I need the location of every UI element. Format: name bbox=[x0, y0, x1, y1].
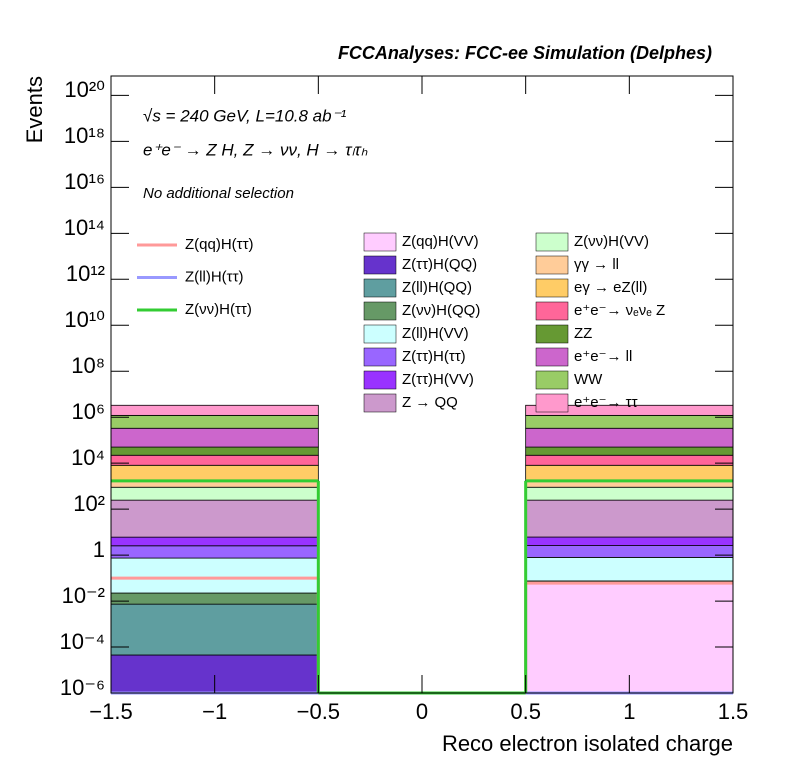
y-tick-label: 10¹⁸ bbox=[64, 123, 105, 148]
stack-bar bbox=[525, 454, 734, 466]
stack-bar bbox=[110, 486, 319, 501]
stack-bar bbox=[525, 486, 734, 501]
stack-bar bbox=[525, 536, 734, 546]
legend-label: Z(ll)H(QQ) bbox=[402, 279, 472, 296]
legend-label: Z → QQ bbox=[402, 394, 458, 411]
legend-swatch bbox=[363, 370, 397, 390]
legend-swatch bbox=[535, 232, 569, 252]
annotation: √s = 240 GeV, L=10.8 ab⁻¹ bbox=[143, 106, 347, 125]
legend-swatch bbox=[363, 255, 397, 275]
y-tick-label: 10¹⁰ bbox=[64, 307, 105, 332]
legend-swatch bbox=[363, 347, 397, 367]
stack-bar bbox=[525, 545, 734, 558]
y-tick-label: 1 bbox=[93, 537, 105, 562]
y-tick-label: 10⁻² bbox=[62, 583, 105, 608]
x-axis-label: Reco electron isolated charge bbox=[442, 731, 733, 756]
stack-bar bbox=[525, 464, 734, 481]
x-tick-label: 1.5 bbox=[718, 699, 749, 724]
stack-bar bbox=[525, 414, 734, 429]
annotation: No additional selection bbox=[143, 185, 294, 202]
legend-swatch bbox=[363, 324, 397, 344]
x-tick-label: 1 bbox=[623, 699, 635, 724]
y-tick-label: 10¹⁶ bbox=[64, 169, 105, 194]
y-tick-label: 10⁶ bbox=[71, 399, 105, 424]
chart-title: FCCAnalyses: FCC-ee Simulation (Delphes) bbox=[338, 43, 712, 63]
legend-swatch bbox=[363, 301, 397, 321]
stack-bar bbox=[110, 545, 319, 559]
legend-label: e⁺e⁻→ νₑνₑ Z bbox=[574, 302, 665, 319]
legend-label: γγ → ll bbox=[574, 256, 619, 273]
legend-swatch bbox=[535, 370, 569, 390]
legend-label: WW bbox=[574, 371, 603, 388]
legend-swatch bbox=[363, 232, 397, 252]
legend-swatch bbox=[535, 278, 569, 298]
x-tick-label: −0.5 bbox=[297, 699, 340, 724]
y-tick-label: 10²⁰ bbox=[64, 77, 105, 102]
stack-bar bbox=[110, 446, 319, 456]
legend-label: Z(ττ)H(VV) bbox=[402, 371, 474, 388]
legend-swatch bbox=[535, 301, 569, 321]
legend-label: Z(ττ)H(QQ) bbox=[402, 256, 477, 273]
y-tick-label: 10² bbox=[73, 491, 105, 516]
legend-label: e⁺e⁻→ ττ bbox=[574, 394, 638, 411]
legend-label: Z(νν)H(VV) bbox=[574, 233, 649, 250]
y-tick-label: 10¹⁴ bbox=[64, 215, 105, 240]
legend-swatch bbox=[535, 393, 569, 413]
x-tick-label: 0.5 bbox=[510, 699, 541, 724]
legend-label: ZZ bbox=[574, 325, 592, 342]
legend-label: e⁺e⁻→ ll bbox=[574, 348, 632, 365]
y-tick-label: 10⁴ bbox=[71, 445, 105, 470]
legend-label: Z(qq)H(ττ) bbox=[185, 236, 254, 253]
annotation: e⁺e⁻ → Z H, Z → νν, H → τₗτₕ bbox=[143, 140, 368, 159]
stack-bar bbox=[525, 446, 734, 456]
legend-swatch bbox=[535, 347, 569, 367]
legend-swatch bbox=[535, 255, 569, 275]
y-axis-label: Events bbox=[22, 76, 47, 143]
stack-bar bbox=[525, 499, 734, 538]
legend-label: Z(νν)H(ττ) bbox=[185, 301, 252, 318]
stack-bar bbox=[110, 536, 319, 547]
x-tick-label: −1.5 bbox=[89, 699, 132, 724]
stack-bar bbox=[525, 427, 734, 448]
stack-bar bbox=[110, 603, 319, 656]
stack-bar bbox=[110, 464, 319, 481]
legend-label: Z(νν)H(QQ) bbox=[402, 302, 480, 319]
y-tick-label: 10¹² bbox=[66, 261, 105, 286]
legend-label: Z(ττ)H(ττ) bbox=[402, 348, 466, 365]
legend-swatch bbox=[363, 393, 397, 413]
stack-bar bbox=[110, 414, 319, 429]
y-tick-label: 10⁻⁴ bbox=[59, 629, 105, 654]
stack-bar bbox=[110, 427, 319, 448]
stack-bar bbox=[110, 454, 319, 466]
legend-label: eγ → eZ(ll) bbox=[574, 279, 647, 296]
stack-bar bbox=[110, 404, 319, 416]
legend-swatch bbox=[363, 278, 397, 298]
stack-bar bbox=[110, 592, 319, 605]
legend-label: Z(qq)H(VV) bbox=[402, 233, 479, 250]
stack-bar bbox=[525, 556, 734, 582]
stack-bar bbox=[110, 499, 319, 538]
y-tick-label: 10⁻⁶ bbox=[60, 675, 105, 700]
legend-label: Z(ll)H(VV) bbox=[402, 325, 469, 342]
x-tick-label: 0 bbox=[416, 699, 428, 724]
stack-bar bbox=[110, 557, 319, 594]
legend-label: Z(ll)H(ττ) bbox=[185, 268, 244, 285]
x-tick-label: −1 bbox=[202, 699, 227, 724]
y-tick-label: 10⁸ bbox=[71, 353, 105, 378]
legend-swatch bbox=[535, 324, 569, 344]
